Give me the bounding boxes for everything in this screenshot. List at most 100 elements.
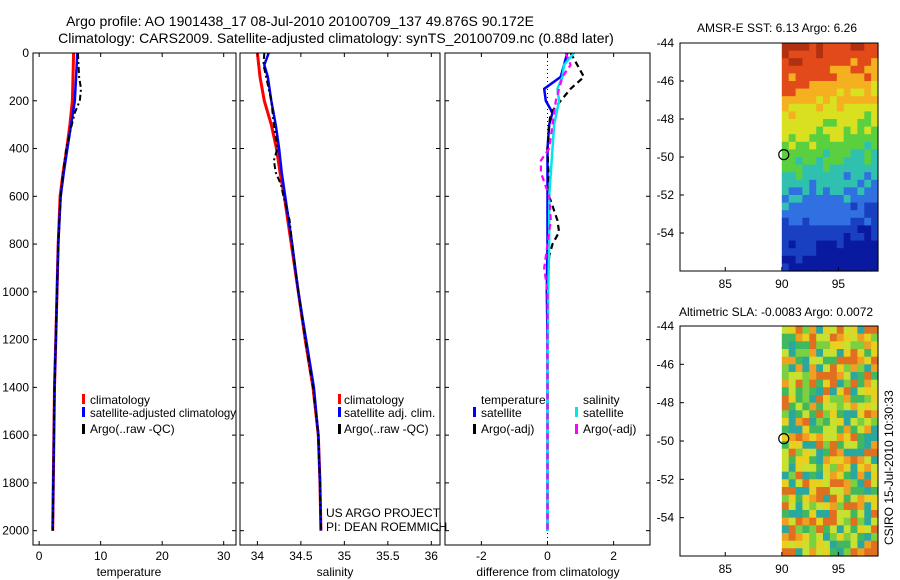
map-cell <box>843 448 852 457</box>
map-cell <box>864 50 872 59</box>
map-cell <box>829 548 838 557</box>
map-cell <box>788 525 797 534</box>
map-cell <box>823 233 831 242</box>
map-cell <box>857 126 865 135</box>
map-cell <box>829 494 838 503</box>
map-cell <box>816 494 824 503</box>
map-cell <box>857 456 865 465</box>
map-cell <box>802 471 810 480</box>
map-cell <box>823 441 831 450</box>
map-cell <box>795 372 804 381</box>
map-cell <box>816 349 824 358</box>
map-cell <box>850 187 858 196</box>
y-tick-label: -52 <box>657 472 675 486</box>
map-cell <box>857 479 865 488</box>
map-cell <box>816 479 824 488</box>
map-cell <box>823 533 831 542</box>
y-tick-label: 2000 <box>2 524 29 538</box>
map-cell <box>816 103 824 112</box>
map-cell <box>781 195 790 204</box>
map-cell <box>843 341 852 350</box>
map-cell <box>864 448 872 457</box>
map-cell <box>850 418 858 427</box>
map-cell <box>795 233 804 242</box>
map-cell <box>809 65 817 74</box>
map-cell <box>816 448 824 457</box>
map-cell <box>843 195 852 204</box>
legend-title-salinity: salinity <box>583 393 620 407</box>
map-cell <box>795 240 804 249</box>
map-cell <box>781 263 790 272</box>
map-cell <box>809 111 817 120</box>
map-cell <box>788 73 797 82</box>
map-cell <box>850 81 858 90</box>
map-cell <box>781 410 790 419</box>
x-tick-label: -2 <box>476 549 487 563</box>
map-cell <box>857 88 865 97</box>
map-cell <box>857 134 865 143</box>
map-cell <box>809 58 817 67</box>
map-cell <box>802 195 810 204</box>
map-cell <box>843 364 852 373</box>
map-cell <box>836 195 845 204</box>
map-cell <box>871 103 879 112</box>
map-cell <box>864 479 872 488</box>
map-cell <box>816 73 824 82</box>
map-cell <box>857 96 865 105</box>
map-cell <box>864 464 872 473</box>
map-cell <box>823 126 831 135</box>
map-cell <box>843 73 852 82</box>
map-cell <box>857 494 865 503</box>
map-cell <box>850 441 858 450</box>
map-cell <box>864 248 872 257</box>
map-cell <box>795 349 804 358</box>
map-cell <box>871 187 879 196</box>
map-cell <box>871 441 879 450</box>
map-cell <box>823 364 831 373</box>
map-cell <box>802 172 810 181</box>
map-cell <box>816 255 824 264</box>
map-cell <box>850 433 858 442</box>
map-cell <box>823 172 831 181</box>
map-cell <box>843 402 852 411</box>
map-cell <box>823 43 831 52</box>
series-line-argo <box>51 52 82 531</box>
map-cell <box>816 210 824 219</box>
map-cell <box>823 263 831 272</box>
y-tick-label: 1200 <box>2 333 29 347</box>
map-cell <box>781 96 790 105</box>
series-line-salinity-satellite <box>546 52 575 531</box>
map-cell <box>871 418 879 427</box>
map-cell <box>795 471 804 480</box>
map-cell <box>864 372 872 381</box>
map-cell <box>864 540 872 549</box>
map-cell <box>795 202 804 211</box>
map-cell <box>857 364 865 373</box>
map-cell <box>864 187 872 196</box>
y-tick-label: 1000 <box>2 285 29 299</box>
map-cell <box>836 456 845 465</box>
map-cell <box>802 402 810 411</box>
map-cell <box>864 494 872 503</box>
map-cell <box>802 533 810 542</box>
map-cell <box>829 425 838 434</box>
map-cell <box>823 548 831 557</box>
map-cell <box>802 425 810 434</box>
map-cell <box>829 225 838 234</box>
map-cell <box>809 356 817 365</box>
map-cell <box>823 525 831 534</box>
map-cell <box>857 50 865 59</box>
x-tick-label: 95 <box>832 562 846 576</box>
map-cell <box>829 134 838 143</box>
map-cell <box>809 341 817 350</box>
map-cell <box>857 402 865 411</box>
map-cell <box>781 81 790 90</box>
map-cell <box>788 326 797 335</box>
map-cell <box>788 119 797 128</box>
map-cell <box>802 134 810 143</box>
map-cell <box>816 141 824 150</box>
map-cell <box>829 356 838 365</box>
map-cell <box>788 441 797 450</box>
map-cell <box>836 441 845 450</box>
map-cell <box>850 487 858 496</box>
